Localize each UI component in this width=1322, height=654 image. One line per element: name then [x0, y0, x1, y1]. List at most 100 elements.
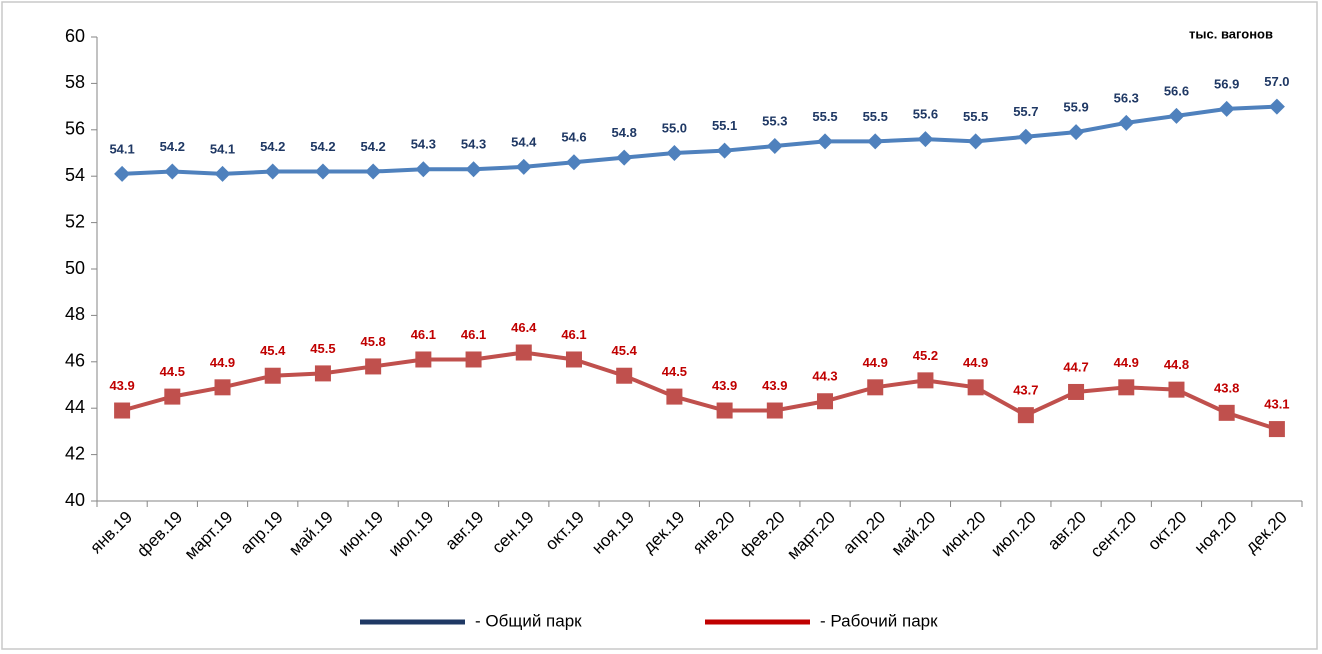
marker — [465, 161, 482, 178]
marker — [1168, 381, 1185, 398]
data-label: 54.2 — [310, 139, 335, 154]
data-label: 44.9 — [863, 355, 888, 370]
data-label: 46.4 — [511, 320, 537, 335]
marker — [867, 133, 884, 150]
marker — [1218, 404, 1235, 421]
data-label: 44.5 — [662, 364, 687, 379]
marker — [415, 351, 432, 368]
marker — [716, 402, 733, 419]
data-label: 44.9 — [963, 355, 988, 370]
data-label: 45.5 — [310, 341, 335, 356]
data-label: 54.6 — [561, 130, 586, 145]
marker — [1068, 383, 1085, 400]
data-label: 54.8 — [612, 125, 637, 140]
data-label: 43.1 — [1264, 397, 1289, 412]
data-label: 54.1 — [210, 141, 235, 156]
marker — [565, 154, 582, 171]
marker — [967, 379, 984, 396]
marker — [114, 165, 131, 182]
legend-label: - Общий парк — [475, 611, 582, 630]
marker — [1118, 379, 1135, 396]
data-label: 55.5 — [963, 109, 988, 124]
y-tick-label: 46 — [65, 351, 85, 371]
marker — [164, 388, 181, 405]
marker — [515, 158, 532, 175]
data-label: 44.9 — [1114, 355, 1139, 370]
legend-label: - Рабочий парк — [820, 611, 938, 630]
data-label: 55.5 — [812, 109, 837, 124]
marker — [214, 165, 231, 182]
data-label: 46.1 — [461, 327, 486, 342]
marker — [1268, 98, 1285, 115]
marker — [264, 367, 281, 384]
data-label: 43.9 — [762, 378, 787, 393]
marker — [264, 163, 281, 180]
series-line — [122, 104, 1277, 176]
data-label: 44.7 — [1063, 359, 1088, 374]
marker — [817, 133, 834, 150]
y-tick-label: 54 — [65, 165, 85, 185]
marker — [314, 163, 331, 180]
y-tick-label: 52 — [65, 211, 85, 231]
y-tick-label: 58 — [65, 72, 85, 92]
marker — [465, 351, 482, 368]
marker — [1017, 407, 1034, 424]
data-label: 54.2 — [160, 139, 185, 154]
marker — [616, 149, 633, 166]
data-label: 45.8 — [360, 334, 385, 349]
marker — [1268, 421, 1285, 438]
marker — [967, 133, 984, 150]
data-label: 55.7 — [1013, 104, 1038, 119]
marker — [314, 365, 331, 382]
data-label: 57.0 — [1264, 74, 1289, 89]
data-label: 54.1 — [109, 141, 134, 156]
marker — [164, 163, 181, 180]
y-tick-label: 56 — [65, 119, 85, 139]
series-line — [121, 350, 1278, 431]
data-label: 54.3 — [411, 137, 436, 152]
data-label: 46.1 — [561, 327, 586, 342]
data-label: 45.4 — [260, 343, 286, 358]
marker — [1118, 114, 1135, 131]
data-label: 44.3 — [812, 369, 837, 384]
data-label: 43.7 — [1013, 383, 1038, 398]
data-label: 44.5 — [160, 364, 185, 379]
marker — [917, 372, 934, 389]
unit-label: тыс. вагонов — [1189, 26, 1273, 41]
data-label: 43.9 — [712, 378, 737, 393]
data-label: 55.6 — [913, 107, 938, 122]
marker — [565, 351, 582, 368]
data-label: 54.2 — [260, 139, 285, 154]
marker — [365, 358, 382, 375]
data-label: 55.9 — [1063, 100, 1088, 115]
data-label: 44.9 — [210, 355, 235, 370]
data-label: 46.1 — [411, 327, 436, 342]
data-label: 56.9 — [1214, 76, 1239, 91]
marker — [1168, 107, 1185, 124]
marker — [766, 402, 783, 419]
marker — [1017, 128, 1034, 145]
y-tick-label: 48 — [65, 304, 85, 324]
data-label: 56.6 — [1164, 83, 1189, 98]
data-label: 55.3 — [762, 113, 787, 128]
marker — [365, 163, 382, 180]
data-label: 54.3 — [461, 137, 486, 152]
marker — [515, 344, 532, 361]
marker — [817, 393, 834, 410]
marker — [114, 402, 131, 419]
marker — [666, 388, 683, 405]
marker — [867, 379, 884, 396]
y-tick-label: 40 — [65, 490, 85, 510]
data-label: 54.2 — [360, 139, 385, 154]
data-label: 45.2 — [913, 348, 938, 363]
data-label: 55.0 — [662, 120, 687, 135]
marker — [917, 131, 934, 148]
data-label: 55.5 — [863, 109, 888, 124]
marker — [716, 142, 733, 159]
y-tick-label: 42 — [65, 443, 85, 463]
data-label: 56.3 — [1114, 90, 1139, 105]
data-label: 43.8 — [1214, 380, 1239, 395]
data-label: 45.4 — [612, 343, 638, 358]
